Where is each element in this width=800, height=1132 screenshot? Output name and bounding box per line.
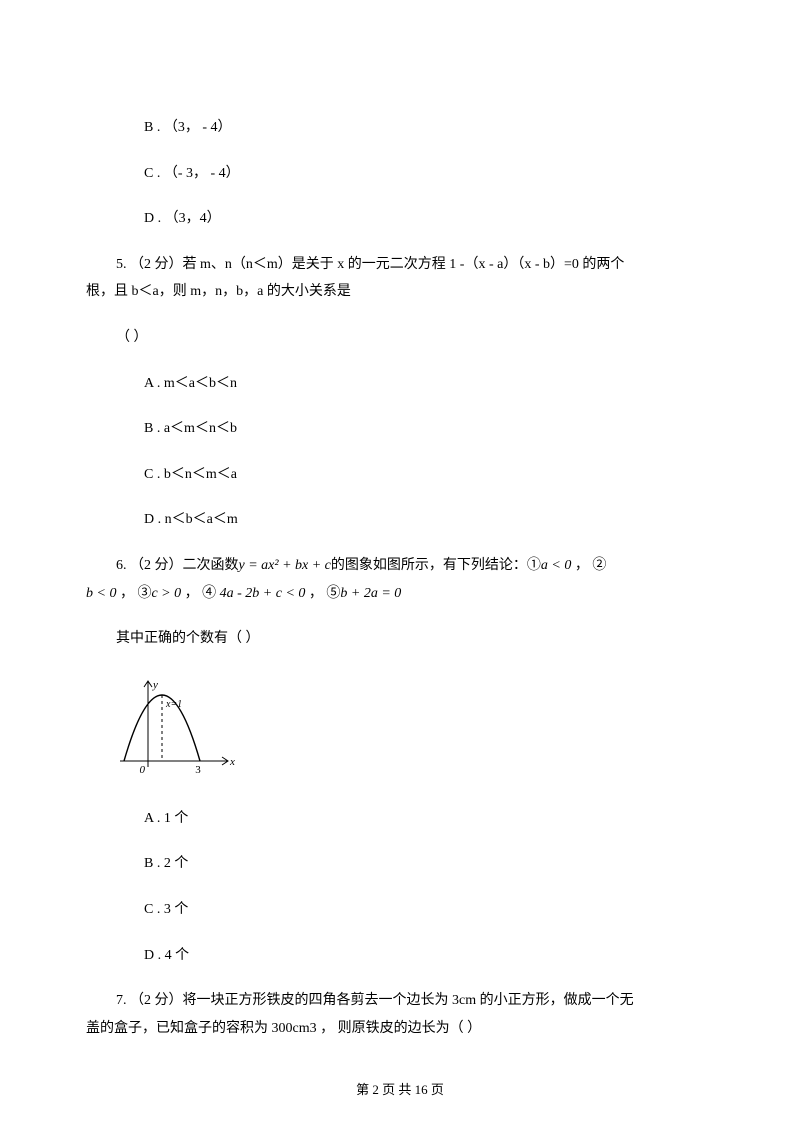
q6-mid1: 的图象如图所示，有下列结论：① (331, 558, 541, 573)
q6-sep1: ， ② (571, 558, 606, 573)
q4-option-c: C . （- 3， - 4） (86, 164, 714, 184)
q5-stem-line2: 根，且 b＜a，则 m，n，b，a 的大小关系是 (86, 282, 714, 302)
q6-sep3: ， ④ (181, 586, 220, 601)
svg-text:3: 3 (195, 764, 201, 776)
page-footer: 第 2 页 共 16 页 (0, 1079, 800, 1098)
q6-option-d: D . 4 个 (86, 946, 714, 966)
q5-stem: 5. （2 分）若 m、n（n＜m）是关于 x 的一元二次方程 1 -（x - … (86, 255, 714, 302)
svg-text:y: y (152, 679, 158, 691)
q6-prefix: 6. （2 分）二次函数 (116, 558, 239, 573)
q5-option-a: A . m＜a＜b＜n (86, 374, 714, 394)
q6-formula: y = ax² + bx + c (239, 558, 331, 573)
q7-stem: 7. （2 分）将一块正方形铁皮的四角各剪去一个边长为 3cm 的小正方形，做成… (86, 991, 714, 1038)
q6-option-c: C . 3 个 (86, 900, 714, 920)
q6-cond5: b + 2a = 0 (340, 586, 401, 601)
q5-option-c: C . b＜n＜m＜a (86, 465, 714, 485)
q5-stem-line1: 5. （2 分）若 m、n（n＜m）是关于 x 的一元二次方程 1 -（x - … (86, 255, 714, 275)
q7-stem-line1: 7. （2 分）将一块正方形铁皮的四角各剪去一个边长为 3cm 的小正方形，做成… (86, 991, 714, 1011)
parabola-graph: y x 0 3 x=1 (116, 675, 240, 783)
q6-graph: y x 0 3 x=1 (86, 675, 714, 783)
q6-sep2: ， ③ (116, 586, 151, 601)
q7-stem-line2: 盖的盒子，已知盒子的容积为 300cm3 ， 则原铁皮的边长为（ ） (86, 1019, 714, 1039)
q6-sep4: ， ⑤ (305, 586, 340, 601)
q6-cond1: a < 0 (541, 558, 571, 573)
q5-paren: （ ） (86, 328, 714, 348)
q6-line2: b < 0 ， ③c > 0 ， ④ 4a - 2b + c < 0 ， ⑤b … (86, 584, 714, 604)
q6-cond2: b < 0 (86, 586, 116, 601)
svg-text:x=1: x=1 (165, 699, 182, 710)
q4-option-b: B . （3， - 4） (86, 118, 714, 138)
q5-option-b: B . a＜m＜n＜b (86, 419, 714, 439)
q5-option-d: D . n＜b＜a＜m (86, 510, 714, 530)
q6-cond3: c > 0 (151, 586, 181, 601)
svg-text:x: x (229, 756, 235, 768)
q6-line1: 6. （2 分）二次函数y = ax² + bx + c的图象如图所示，有下列结… (86, 556, 714, 576)
q4-option-d: D . （3，4） (86, 209, 714, 229)
q6-option-a: A . 1 个 (86, 809, 714, 829)
q6-stem3: 其中正确的个数有（ ） (86, 629, 714, 649)
q6-stem: 6. （2 分）二次函数y = ax² + bx + c的图象如图所示，有下列结… (86, 556, 714, 603)
q6-cond4: 4a - 2b + c < 0 (220, 586, 306, 601)
q6-option-b: B . 2 个 (86, 854, 714, 874)
svg-text:0: 0 (140, 764, 146, 776)
page-content: B . （3， - 4） C . （- 3， - 4） D . （3，4） 5.… (0, 0, 800, 1038)
